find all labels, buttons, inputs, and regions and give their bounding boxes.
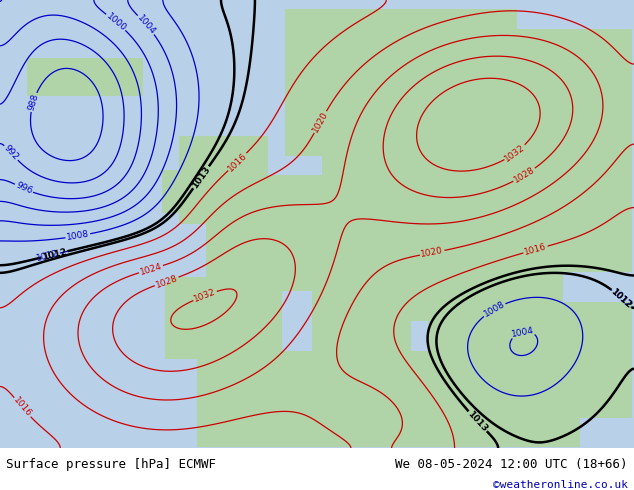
- Text: 1016: 1016: [226, 151, 249, 173]
- Text: 1012: 1012: [610, 288, 633, 310]
- Text: 1012: 1012: [36, 249, 60, 263]
- Text: 1008: 1008: [482, 299, 507, 319]
- Text: 1028: 1028: [155, 273, 179, 290]
- Text: 1016: 1016: [523, 242, 548, 257]
- Text: 1032: 1032: [503, 143, 527, 163]
- Text: 1008: 1008: [66, 230, 90, 242]
- Text: Surface pressure [hPa] ECMWF: Surface pressure [hPa] ECMWF: [6, 458, 216, 471]
- Text: 1024: 1024: [139, 262, 163, 277]
- Text: ©weatheronline.co.uk: ©weatheronline.co.uk: [493, 480, 628, 490]
- Text: 1013: 1013: [190, 165, 212, 190]
- Text: 1004: 1004: [135, 13, 157, 36]
- Text: 992: 992: [2, 144, 20, 162]
- Text: We 08-05-2024 12:00 UTC (18+66): We 08-05-2024 12:00 UTC (18+66): [395, 458, 628, 471]
- Text: 1016: 1016: [11, 396, 33, 419]
- Text: 1032: 1032: [193, 287, 217, 304]
- Text: 1013: 1013: [466, 409, 489, 434]
- Text: 1000: 1000: [104, 11, 127, 33]
- Text: 996: 996: [14, 181, 34, 196]
- Text: 1012: 1012: [41, 247, 68, 262]
- Text: 1028: 1028: [512, 165, 536, 185]
- Text: 988: 988: [27, 93, 40, 112]
- Text: 1020: 1020: [311, 110, 330, 134]
- Text: 1012: 1012: [609, 287, 633, 310]
- Text: 1004: 1004: [511, 325, 535, 339]
- Text: 1020: 1020: [420, 246, 444, 259]
